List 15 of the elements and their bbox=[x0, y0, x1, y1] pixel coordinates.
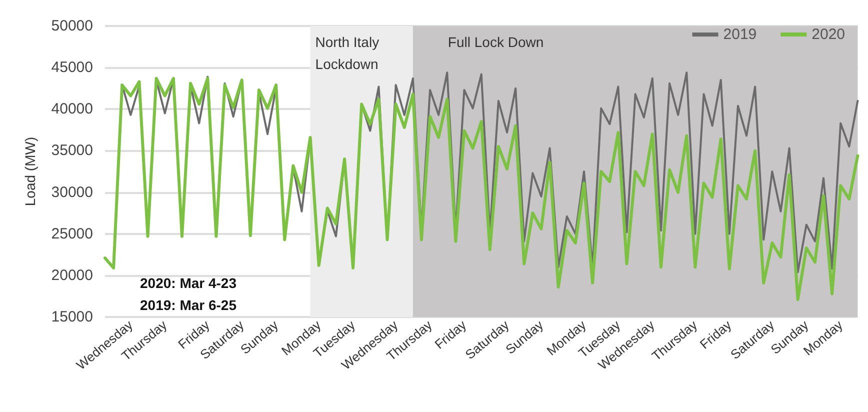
y-tick-label: 35000 bbox=[51, 142, 93, 160]
annotation: Full Lock Down bbox=[448, 34, 544, 50]
y-tick-label: 20000 bbox=[51, 266, 93, 284]
legend-label: 2020 bbox=[812, 26, 846, 43]
legend-label: 2019 bbox=[723, 26, 757, 43]
annotation: North Italy Lockdown bbox=[315, 34, 383, 72]
annotation: 2020: Mar 4-23 bbox=[140, 275, 237, 291]
y-tick-label: 45000 bbox=[51, 59, 93, 76]
annotation: 2019: Mar 6-25 bbox=[140, 297, 237, 313]
y-tick-label: 25000 bbox=[51, 225, 93, 242]
y-tick-label: 40000 bbox=[51, 100, 93, 118]
y-axis-title: Load (MW) bbox=[22, 136, 38, 206]
y-tick-label: 50000 bbox=[51, 18, 93, 34]
y-tick-label: 30000 bbox=[51, 184, 93, 201]
y-tick-label: 15000 bbox=[51, 308, 93, 326]
